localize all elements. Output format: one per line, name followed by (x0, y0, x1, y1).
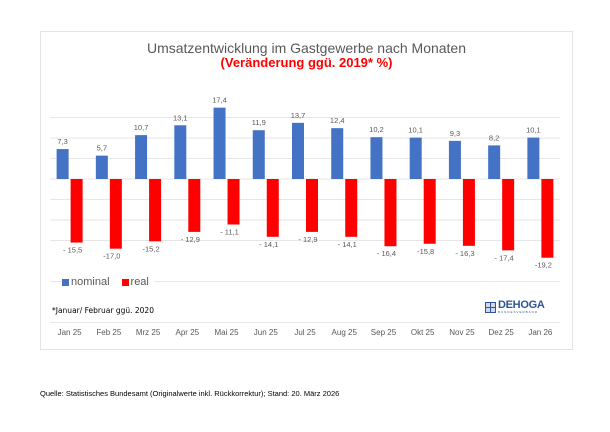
legend: nominal real (62, 276, 155, 288)
bar-nominal (409, 137, 422, 179)
data-label-real: - 14,1 (259, 240, 278, 249)
data-label-nominal: 13,7 (291, 111, 306, 120)
data-label-real: -19,2 (535, 261, 552, 270)
legend-swatch-real (121, 278, 129, 286)
bar-nominal (370, 137, 383, 179)
x-axis-ticks: Jan 25 Feb 25 Mrz 25 Apr 25 Mai 25 Jun 25 Jul … (58, 328, 553, 337)
bars (56, 107, 554, 258)
bar-nominal (252, 130, 265, 179)
data-label-nominal: 5,7 (97, 144, 107, 153)
logo-mark-icon (485, 301, 496, 313)
bar-real (70, 179, 83, 243)
data-label-real: - 16,3 (455, 249, 474, 258)
dehoga-logo: DEHOGA BUNDESVERBAND (485, 299, 545, 314)
chart-title: Umsatzentwicklung im Gastgewerbe nach Mo… (146, 40, 467, 56)
data-label-real: -17,0 (103, 252, 120, 261)
bar-real (345, 179, 358, 237)
bar-nominal (174, 125, 187, 179)
data-label-nominal: 11,9 (252, 118, 266, 127)
data-label-real: -15,2 (143, 244, 160, 253)
bar-real (384, 179, 397, 247)
x-tick-label: Jun 25 (254, 328, 279, 337)
data-label-nominal: 10,1 (408, 126, 423, 135)
x-tick-label: Aug 25 (332, 328, 358, 337)
bar-nominal (292, 122, 304, 179)
data-label-nominal: 10,7 (134, 123, 149, 132)
bar-real (266, 179, 279, 237)
legend-item-real: real (121, 276, 149, 288)
x-tick-label: Jul 25 (294, 328, 316, 337)
data-labels: 7,3 - 15,5 5,7 -17,0 10,7 -15,2 13,1 - 12,9 17,4… (57, 96, 552, 270)
data-label-real: - 16,4 (377, 249, 396, 258)
bar-real (541, 179, 554, 258)
data-label-nominal: 12,4 (330, 116, 345, 125)
data-label-real: - 14,1 (338, 240, 357, 249)
bar-real (227, 179, 240, 225)
bar-nominal (56, 149, 69, 179)
chart-subtitle: (Veränderung ggü. 2019* %) (220, 55, 393, 70)
data-label-real: - 12,9 (298, 235, 317, 244)
x-tick-label: Okt 25 (411, 328, 435, 337)
x-tick-label: Nov 25 (449, 328, 475, 337)
data-label-nominal: 9,3 (450, 129, 460, 138)
data-label-real: -15,8 (417, 247, 434, 256)
data-label-real: - 11,1 (220, 228, 239, 237)
data-label-real: - 17,4 (495, 253, 514, 262)
footnote: *Januar/ Februar ggü. 2020 (52, 306, 154, 315)
x-tick-label: Dez 25 (488, 328, 514, 337)
bar-real (423, 179, 436, 244)
logo-name: DEHOGA (498, 299, 545, 311)
bar-real (306, 179, 318, 232)
bar-real (149, 179, 162, 242)
data-label-nominal: 13,1 (173, 113, 188, 122)
x-tick-label: Jan 25 (58, 328, 83, 337)
logo-sub: BUNDESVERBAND (498, 310, 539, 314)
bar-real (462, 179, 475, 246)
bar-nominal (331, 128, 344, 179)
data-label-nominal: 8,2 (489, 133, 499, 142)
bar-nominal (213, 107, 226, 179)
bar-nominal (527, 137, 540, 179)
legend-swatch-nominal (62, 278, 69, 286)
bar-real (109, 179, 122, 249)
x-tick-label: Apr 25 (176, 328, 200, 337)
gridlines (50, 117, 560, 323)
source-note: Quelle: Statistisches Bundesamt (Origina… (40, 389, 340, 398)
data-label-nominal: 17,4 (212, 96, 227, 105)
data-label-real: - 12,9 (181, 235, 200, 244)
bar-real (502, 179, 515, 251)
legend-label-real: real (130, 276, 149, 288)
x-tick-label: Mai 25 (215, 328, 240, 337)
x-tick-label: Feb 25 (96, 328, 121, 337)
bar-nominal (135, 135, 148, 179)
data-label-nominal: 10,2 (369, 125, 384, 134)
bar-real (188, 179, 201, 232)
data-label-nominal: 7,3 (57, 137, 67, 146)
data-label-nominal: 10,1 (526, 126, 541, 135)
x-tick-label: Jan 26 (528, 328, 553, 337)
legend-item-nominal: nominal (62, 276, 110, 288)
x-tick-label: Mrz 25 (136, 328, 161, 337)
bar-nominal (448, 140, 461, 179)
x-tick-label: Sep 25 (371, 328, 397, 337)
bar-nominal (95, 155, 108, 179)
data-label-real: - 15,5 (63, 246, 82, 255)
bar-nominal (488, 145, 501, 179)
legend-label-nominal: nominal (71, 276, 110, 288)
